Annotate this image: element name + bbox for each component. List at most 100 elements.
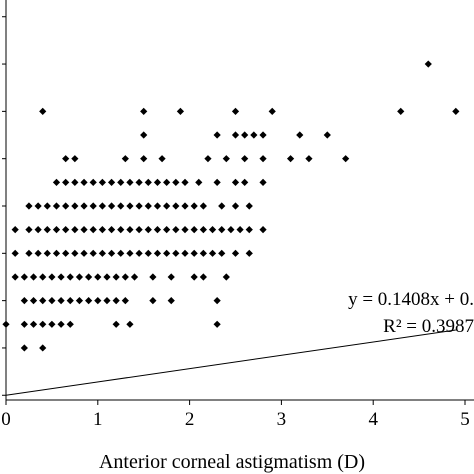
data-point: [245, 202, 253, 210]
data-point: [62, 155, 70, 163]
data-point: [20, 297, 28, 305]
x-tick-label: 0: [1, 409, 11, 430]
data-point: [172, 249, 180, 257]
data-point: [286, 155, 295, 163]
data-point: [259, 131, 267, 139]
data-point: [342, 155, 350, 163]
data-point: [195, 178, 203, 186]
data-point: [227, 226, 235, 234]
data-point: [172, 226, 180, 234]
data-point: [397, 107, 405, 115]
data-point: [43, 249, 51, 257]
data-point: [39, 107, 47, 115]
data-point: [98, 249, 106, 257]
data-point: [66, 273, 74, 281]
data-point: [231, 178, 240, 186]
data-point: [2, 320, 10, 328]
data-point: [231, 202, 240, 210]
x-axis: [5, 399, 474, 405]
data-point: [140, 131, 148, 139]
data-point: [259, 178, 267, 186]
data-point: [20, 344, 28, 352]
data-point: [29, 273, 38, 281]
data-point: [190, 249, 198, 257]
data-point: [98, 202, 106, 210]
data-point: [80, 226, 88, 234]
data-point: [29, 297, 38, 305]
data-point: [153, 178, 162, 186]
data-point: [172, 202, 180, 210]
data-point: [323, 131, 331, 139]
data-point: [52, 178, 61, 186]
data-point: [75, 273, 84, 281]
data-point: [126, 178, 134, 186]
data-point: [103, 297, 111, 305]
data-point: [153, 226, 162, 234]
data-point: [39, 344, 47, 352]
data-point: [241, 131, 249, 139]
data-point: [190, 273, 198, 281]
data-point: [57, 297, 65, 305]
data-point: [199, 273, 207, 281]
data-point: [231, 107, 240, 115]
data-point: [172, 178, 180, 186]
data-point: [208, 249, 217, 257]
data-point: [305, 155, 313, 163]
x-axis-title: Anterior corneal astigmatism (D): [99, 451, 365, 473]
y-axis: [2, 0, 7, 400]
data-point: [39, 320, 47, 328]
data-point: [66, 320, 74, 328]
data-point: [80, 202, 88, 210]
data-point: [250, 131, 258, 139]
data-point: [103, 273, 111, 281]
data-point: [94, 297, 102, 305]
data-point: [199, 226, 207, 234]
data-point: [43, 226, 51, 234]
data-point: [241, 178, 249, 186]
data-point: [199, 249, 207, 257]
data-point: [107, 178, 116, 186]
data-point: [167, 297, 175, 305]
data-point: [218, 226, 226, 234]
data-point: [167, 273, 175, 281]
data-point: [268, 107, 276, 115]
data-point: [71, 202, 79, 210]
data-point: [245, 226, 253, 234]
data-point: [126, 320, 134, 328]
data-point: [71, 226, 79, 234]
data-point: [117, 202, 125, 210]
data-point: [98, 178, 106, 186]
data-point: [43, 202, 51, 210]
data-point: [144, 249, 152, 257]
data-point: [231, 131, 240, 139]
data-point: [71, 155, 79, 163]
data-point: [241, 155, 249, 163]
x-tick-label: 1: [93, 409, 103, 430]
data-point: [231, 249, 240, 257]
data-point: [25, 202, 33, 210]
data-point: [52, 226, 61, 234]
data-point: [163, 202, 171, 210]
data-point: [117, 249, 125, 257]
data-point: [126, 226, 134, 234]
r-squared-label: R² = 0.3987: [383, 316, 474, 337]
data-point: [218, 202, 226, 210]
data-point: [48, 320, 56, 328]
data-point: [140, 107, 148, 115]
data-point: [181, 249, 189, 257]
data-point: [89, 178, 97, 186]
data-point: [135, 178, 143, 186]
data-point: [176, 107, 185, 115]
data-point: [112, 297, 120, 305]
data-point: [85, 297, 93, 305]
data-point: [163, 178, 171, 186]
data-point: [121, 155, 129, 163]
data-point: [222, 273, 230, 281]
data-point: [11, 273, 19, 281]
data-point: [117, 226, 125, 234]
data-point: [259, 226, 267, 234]
data-point: [213, 320, 221, 328]
data-point: [126, 249, 134, 257]
data-point: [218, 249, 226, 257]
